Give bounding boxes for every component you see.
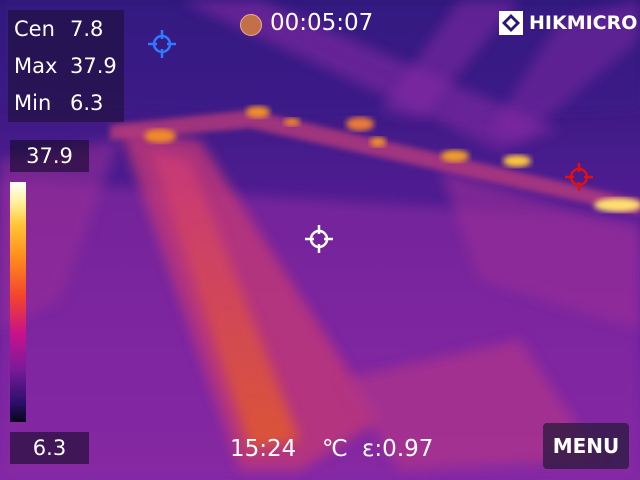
max-temperature: Max 37.9 xyxy=(14,53,117,79)
scale-min-label: 6.3 xyxy=(10,432,89,464)
max-value: 37.9 xyxy=(70,54,117,78)
menu-button[interactable]: MENU xyxy=(543,423,629,469)
clock: 15:24 xyxy=(230,436,297,462)
min-temp-crosshair-icon xyxy=(148,30,176,58)
min-label: Min xyxy=(14,91,52,115)
min-value: 6.3 xyxy=(70,91,104,115)
max-temp-crosshair-icon xyxy=(565,163,593,191)
max-label: Max xyxy=(14,54,58,78)
hikmicro-logo-icon xyxy=(499,11,523,35)
scale-max-label: 37.9 xyxy=(10,140,89,172)
brand-name: HIKMICRO xyxy=(529,12,638,34)
record-dot-icon xyxy=(240,14,262,36)
recording-timer: 00:05:07 xyxy=(270,10,374,36)
center-temperature: Cen 7.8 xyxy=(14,16,103,42)
center-label: Cen xyxy=(14,17,55,41)
min-temperature: Min 6.3 xyxy=(14,90,103,116)
emissivity-value: ε:0.97 xyxy=(362,436,434,462)
center-crosshair-icon xyxy=(305,225,333,253)
color-scale-bar xyxy=(10,182,26,422)
center-value: 7.8 xyxy=(70,17,104,41)
temperature-unit: ℃ xyxy=(322,436,348,462)
temperature-readout-panel: Cen 7.8 Max 37.9 Min 6.3 xyxy=(8,10,124,122)
